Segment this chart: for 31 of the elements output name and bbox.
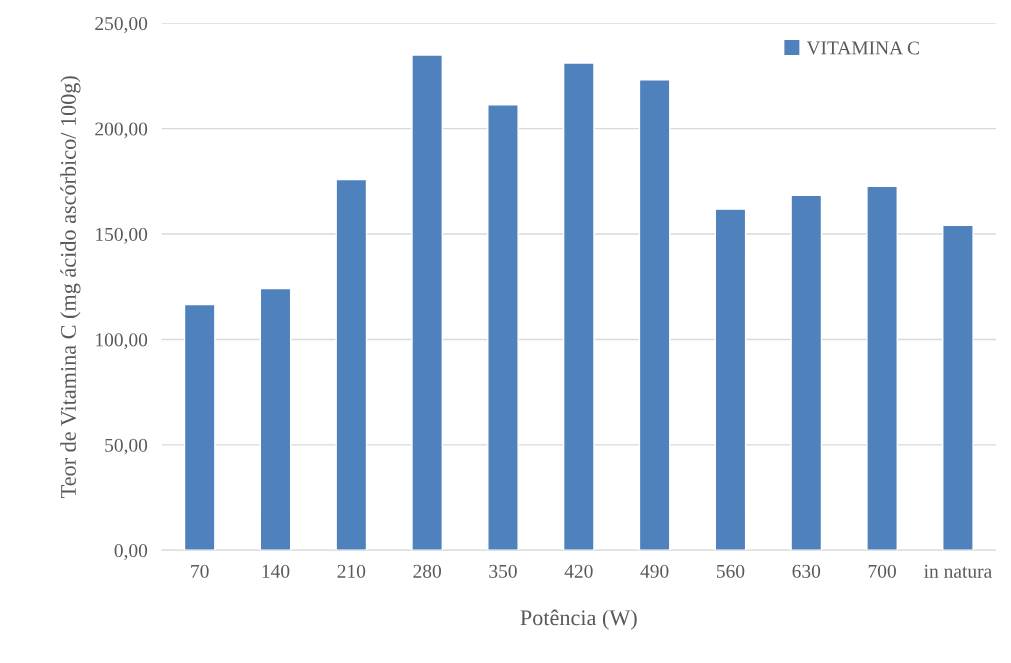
x-tick-label: 70	[191, 564, 209, 578]
x-tick-label: in natura	[924, 564, 992, 578]
x-tick-label: 630	[792, 564, 821, 578]
x-tick-label: 560	[716, 564, 745, 578]
bar	[562, 62, 595, 551]
bar	[638, 79, 671, 551]
y-tick-label: 100,00	[96, 333, 148, 350]
x-tick-label: 490	[640, 564, 669, 578]
bar	[183, 303, 216, 551]
x-tick-label: 210	[337, 564, 366, 578]
x-tick-label: 420	[564, 564, 593, 578]
bar	[487, 104, 519, 551]
y-tick-label: 200,00	[95, 122, 148, 139]
x-tick-label: 140	[262, 564, 290, 578]
x-axis-title: Potência (W)	[520, 609, 637, 630]
y-tick-label: 0,00	[114, 544, 148, 561]
bar	[790, 194, 823, 551]
x-tick-label: 280	[413, 564, 441, 578]
bar	[866, 185, 898, 551]
y-tick-label: 150,00	[96, 227, 148, 244]
bar	[411, 54, 444, 551]
x-tick-label: 350	[489, 564, 517, 578]
legend-label: VITAMINA C	[806, 41, 919, 55]
y-tick-label: 50,00	[105, 438, 148, 455]
x-tick-label: 700	[868, 564, 896, 578]
bar	[942, 224, 974, 551]
bar	[714, 208, 747, 551]
bar	[335, 178, 368, 551]
y-axis-title: Teor de Vitamina C (mg ácido ascórbico/ 100g)	[60, 76, 81, 498]
y-tick-label: 250,00	[95, 17, 148, 33]
bar	[259, 287, 292, 551]
